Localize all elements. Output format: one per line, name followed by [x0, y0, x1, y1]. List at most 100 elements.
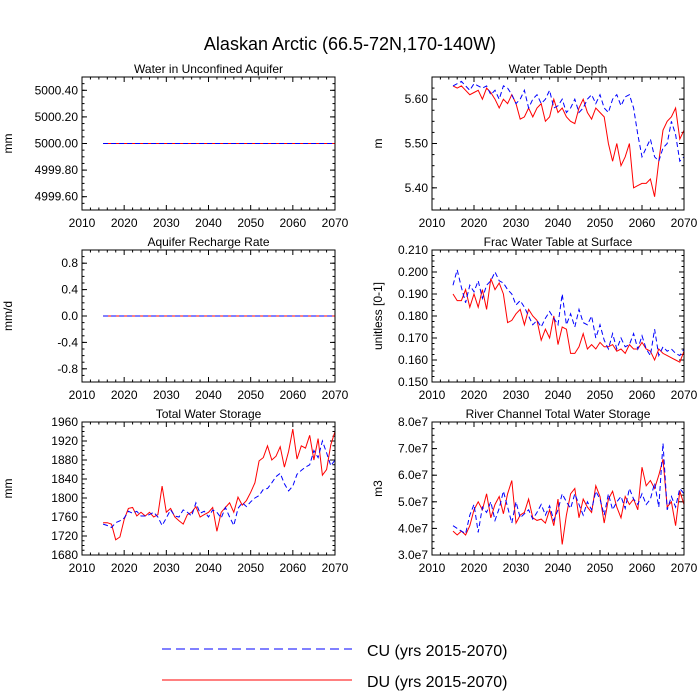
panel-recharge-rate: Aquifer Recharge Rate mm/d 2010 2020 2030 204… [1, 235, 349, 402]
y-tick-label: 0.8 [61, 256, 78, 270]
x-tick-label: 2070 [671, 216, 698, 230]
y-tick-label: 4.0e7 [398, 521, 428, 535]
y-tick-label: 6.0e7 [398, 468, 428, 482]
y-tick-label: 0.170 [398, 331, 428, 345]
x-tick-label: 2060 [279, 388, 306, 402]
y-tick-label: 1800 [51, 491, 78, 505]
legend-cu-label: CU (yrs 2015-2070) [367, 643, 508, 660]
plot-frame [81, 76, 336, 211]
panel-total-water-storage: Total Water Storage mm 2010 2020 2030 2040 205… [1, 407, 349, 575]
x-tick-label: 2040 [545, 388, 572, 402]
panel-title: Water Table Depth [509, 62, 608, 76]
plot-frame [81, 249, 336, 383]
x-tick-label: 2020 [461, 561, 488, 575]
x-tick-label: 2050 [587, 561, 614, 575]
series-line-cu [452, 80, 685, 163]
panels: Water in Unconfined Aquifer mm 2010 2020 203… [1, 62, 698, 575]
x-tick-label: 2060 [629, 216, 656, 230]
y-axis-label: mm [1, 479, 15, 499]
series-line-cu [452, 443, 685, 535]
y-tick-label: 5000.00 [35, 137, 79, 151]
x-tick-label: 2030 [153, 388, 180, 402]
panel-title: Total Water Storage [156, 407, 262, 421]
x-tick-label: 2010 [419, 388, 446, 402]
x-tick-label: 2050 [587, 216, 614, 230]
y-tick-label: 0.0 [61, 309, 78, 323]
x-tick-label: 2040 [545, 561, 572, 575]
x-tick-label: 2030 [153, 216, 180, 230]
x-tick-label: 2070 [671, 561, 698, 575]
x-tick-label: 2060 [629, 561, 656, 575]
x-tick-label: 2050 [237, 561, 264, 575]
legend: CU (yrs 2015-2070) DU (yrs 2015-2070) [162, 643, 508, 691]
y-tick-label: 1760 [51, 510, 78, 524]
x-tick-label: 2020 [111, 561, 138, 575]
legend-du-label: DU (yrs 2015-2070) [367, 674, 508, 691]
x-tick-label: 2070 [322, 561, 349, 575]
y-tick-label: 4999.80 [35, 163, 79, 177]
y-tick-label: 0.180 [398, 309, 428, 323]
x-tick-label: 2060 [279, 561, 306, 575]
y-tick-label: 7.0e7 [398, 442, 428, 456]
y-axis-label: unitless [0-1] [371, 282, 385, 350]
y-tick-label: 5.60 [405, 92, 429, 106]
y-tick-label: 5000.20 [35, 110, 79, 124]
y-tick-label: 0.150 [398, 375, 428, 389]
y-tick-label: 1840 [51, 472, 78, 486]
panel-title: River Channel Total Water Storage [466, 407, 651, 421]
x-tick-label: 2010 [69, 388, 96, 402]
x-tick-label: 2050 [237, 216, 264, 230]
panel-title: Water in Unconfined Aquifer [134, 62, 283, 76]
panel-title: Aquifer Recharge Rate [147, 235, 269, 249]
plot-frame [81, 421, 336, 556]
plot-frame [431, 421, 685, 556]
y-axis-label: mm [1, 134, 15, 154]
x-tick-label: 2020 [461, 388, 488, 402]
series-line-du [103, 429, 336, 541]
y-axis-label: m3 [371, 480, 385, 497]
x-tick-label: 2040 [195, 388, 222, 402]
x-tick-label: 2050 [237, 388, 264, 402]
y-tick-label: 5000.40 [35, 83, 79, 97]
x-tick-label: 2030 [153, 561, 180, 575]
y-tick-label: 1920 [51, 434, 78, 448]
x-tick-label: 2050 [587, 388, 614, 402]
x-tick-label: 2010 [419, 216, 446, 230]
y-tick-label: 5.40 [405, 181, 429, 195]
x-tick-label: 2040 [195, 561, 222, 575]
y-tick-label: 0.4 [61, 283, 78, 297]
x-tick-label: 2070 [322, 388, 349, 402]
x-tick-label: 2070 [671, 388, 698, 402]
x-tick-label: 2010 [69, 561, 96, 575]
plot-frame [431, 76, 685, 211]
x-tick-label: 2030 [503, 388, 530, 402]
y-tick-label: 0.210 [398, 243, 428, 257]
series-line-cu [102, 439, 336, 529]
x-tick-label: 2070 [322, 216, 349, 230]
plot-frame [431, 249, 685, 383]
x-tick-label: 2060 [279, 216, 306, 230]
y-tick-label: 1960 [51, 415, 78, 429]
x-tick-label: 2020 [111, 216, 138, 230]
x-tick-label: 2020 [461, 216, 488, 230]
panel-river-channel-storage: River Channel Total Water Storage m3 2010 2… [371, 407, 698, 575]
y-tick-label: 8.0e7 [398, 415, 428, 429]
y-tick-label: 1680 [51, 548, 78, 562]
panel-unconfined-aquifer: Water in Unconfined Aquifer mm 2010 2020 203… [1, 62, 349, 230]
y-tick-label: 1880 [51, 453, 78, 467]
panel-water-table-depth: Water Table Depth m 2010 2020 2030 2040 2050 20… [371, 62, 698, 230]
y-tick-label: -0.4 [57, 335, 78, 349]
y-axis-label: m [371, 139, 385, 149]
y-tick-label: 4999.60 [35, 190, 79, 204]
panel-title: Frac Water Table at Surface [484, 235, 633, 249]
y-axis-label: mm/d [1, 301, 15, 331]
y-tick-label: 0.200 [398, 265, 428, 279]
y-tick-label: 0.190 [398, 287, 428, 301]
panel-frac-water-table: Frac Water Table at Surface unitless [0-1… [371, 235, 698, 402]
y-tick-label: 0.160 [398, 353, 428, 367]
x-tick-label: 2060 [629, 388, 656, 402]
x-tick-label: 2030 [503, 561, 530, 575]
series-line-cu [452, 269, 685, 358]
x-tick-label: 2040 [195, 216, 222, 230]
